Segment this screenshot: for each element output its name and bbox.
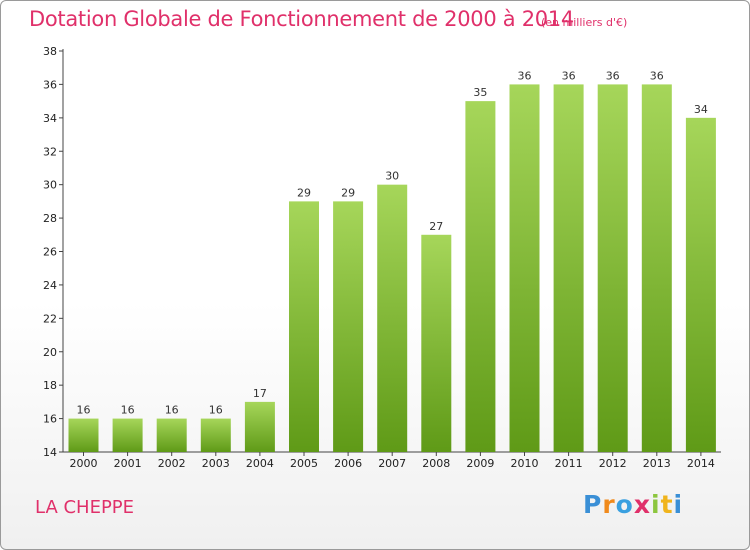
value-label-2005: 29 — [297, 186, 311, 199]
value-label-2001: 16 — [121, 404, 135, 417]
bar-2000 — [68, 418, 99, 452]
y-tick-label: 28 — [43, 212, 57, 225]
x-tick-label: 2013 — [643, 457, 671, 470]
x-tick-label: 2010 — [511, 457, 539, 470]
value-label-2008: 27 — [429, 220, 443, 233]
value-label-2009: 35 — [473, 86, 487, 99]
value-label-2000: 16 — [77, 404, 91, 417]
x-tick-label: 2009 — [466, 457, 494, 470]
bar-2011 — [553, 84, 584, 453]
value-label-2002: 16 — [165, 404, 179, 417]
x-tick-label: 2011 — [555, 457, 583, 470]
bar-2009 — [465, 101, 496, 452]
commune-name: LA CHEPPE — [35, 497, 135, 518]
x-tick-label: 2012 — [599, 457, 627, 470]
bar-2014 — [685, 117, 716, 452]
y-tick-label: 16 — [43, 413, 57, 426]
bar-2006 — [333, 201, 364, 452]
x-tick-label: 2007 — [378, 457, 406, 470]
y-tick-label: 32 — [43, 145, 57, 158]
y-tick-label: 22 — [43, 312, 57, 325]
value-label-2003: 16 — [209, 404, 223, 417]
value-label-2010: 36 — [518, 69, 532, 82]
chart-subtitle: (en milliers d'€) — [541, 16, 628, 29]
bar-2010 — [509, 84, 540, 453]
value-label-2006: 29 — [341, 186, 355, 199]
bar-2008 — [421, 234, 452, 452]
value-label-2014: 34 — [694, 103, 708, 116]
y-tick-label: 20 — [43, 346, 57, 359]
y-tick-label: 26 — [43, 246, 57, 259]
value-label-2011: 36 — [562, 69, 576, 82]
proxiti-logo[interactable]: Proxiti — [583, 490, 684, 519]
bar-2013 — [641, 84, 672, 453]
value-label-2012: 36 — [606, 69, 620, 82]
y-tick-label: 14 — [43, 446, 57, 459]
y-tick-label: 34 — [43, 112, 57, 125]
x-tick-label: 2004 — [246, 457, 274, 470]
y-tick-label: 18 — [43, 379, 57, 392]
bar-2001 — [112, 418, 143, 452]
bar-2007 — [377, 184, 408, 452]
bar-2002 — [156, 418, 187, 452]
y-tick-label: 38 — [43, 45, 57, 58]
x-tick-label: 2005 — [290, 457, 318, 470]
bar-2005 — [289, 201, 319, 452]
x-tick-label: 2008 — [422, 457, 450, 470]
chart-title: Dotation Globale de Fonctionnement de 20… — [29, 7, 574, 31]
bar-2012 — [597, 84, 628, 453]
y-tick-label: 36 — [43, 78, 57, 91]
axes: 14 16 18 20 22 24 26 28 30 32 34 36 38 2000 2001 2002 20… — [43, 45, 721, 470]
x-tick-label: 2002 — [158, 457, 186, 470]
y-tick-label: 30 — [43, 179, 57, 192]
value-label-2004: 17 — [253, 387, 267, 400]
value-label-2013: 36 — [650, 69, 664, 82]
x-tick-label: 2014 — [687, 457, 715, 470]
x-tick-label: 2006 — [334, 457, 362, 470]
x-tick-label: 2000 — [70, 457, 98, 470]
value-label-2007: 30 — [385, 170, 399, 183]
y-tick-label: 24 — [43, 279, 57, 292]
bar-2003 — [200, 418, 231, 452]
x-tick-label: 2001 — [114, 457, 142, 470]
x-tick-label: 2003 — [202, 457, 230, 470]
value-labels: 16 16 16 16 17 29 29 30 27 35 36 36 36 36 34 — [77, 69, 708, 416]
bars — [68, 84, 716, 453]
bar-2004 — [244, 401, 275, 452]
